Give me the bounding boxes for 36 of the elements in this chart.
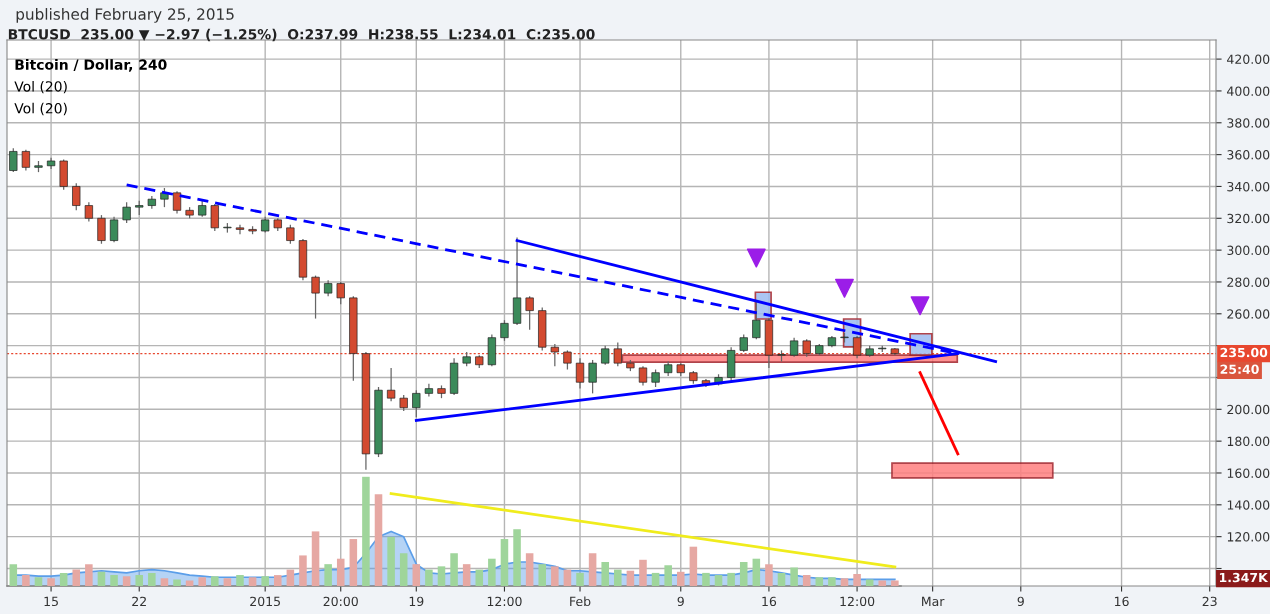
y-tick-label: 320.00 (1227, 213, 1270, 224)
y-tick-label: 260.00 (1227, 309, 1270, 319)
y-tick-label: 120.00 (1227, 532, 1270, 542)
ref-line-label: 235.00 (1220, 347, 1268, 358)
x-tick-label: 2015 (250, 596, 280, 607)
x-tick-label: 22 (132, 596, 146, 606)
y-tick-label: 300.00 (1227, 245, 1270, 256)
annotation: Vol (20) (14, 80, 67, 94)
y-tick-label: 400.00 (1227, 86, 1270, 96)
y-tick-label: 340.00 (1227, 181, 1270, 192)
y-tick-label: 160.00 (1227, 468, 1270, 478)
x-tick-label: 20:00 (323, 596, 358, 607)
x-tick-label: 9 (677, 596, 684, 607)
text: 25:40 (1220, 364, 1259, 374)
y-tick-label: 420.00 (1227, 54, 1270, 65)
y-tick-label: 280.00 (1227, 277, 1270, 287)
text: 1.347K (1219, 572, 1269, 583)
annotation: Bitcoin / Dollar, 240 (15, 59, 167, 72)
x-tick-label: 16 (1114, 596, 1129, 607)
y-tick-label: 200.00 (1227, 404, 1270, 415)
x-tick-label: 15 (44, 596, 58, 607)
x-tick-label: 12:00 (487, 596, 522, 607)
annotation: Vol (20) (14, 102, 67, 116)
y-tick-label: 140.00 (1227, 500, 1270, 510)
x-tick-label: Feb (570, 596, 591, 607)
y-tick-label: 360.00 (1227, 150, 1270, 160)
chart-subtitle: BTCUSD 235.00 ▼ −2.97 (−1.25%) O:237.99 H:238.55 L:234.01 C:235.00 (8, 28, 595, 42)
y-tick-label: 180.00 (1227, 436, 1270, 447)
x-tick-label: 19 (409, 596, 424, 607)
x-tick-label: 12:00 (840, 596, 875, 607)
x-tick-label: 16 (762, 596, 777, 607)
x-tick-label: Mar (922, 596, 945, 607)
x-tick-label: 9 (1017, 596, 1024, 607)
y-tick-label: 380.00 (1227, 118, 1270, 128)
x-tick-label: 23 (1202, 596, 1217, 607)
chart-title: published February 25, 2015 (16, 8, 234, 23)
